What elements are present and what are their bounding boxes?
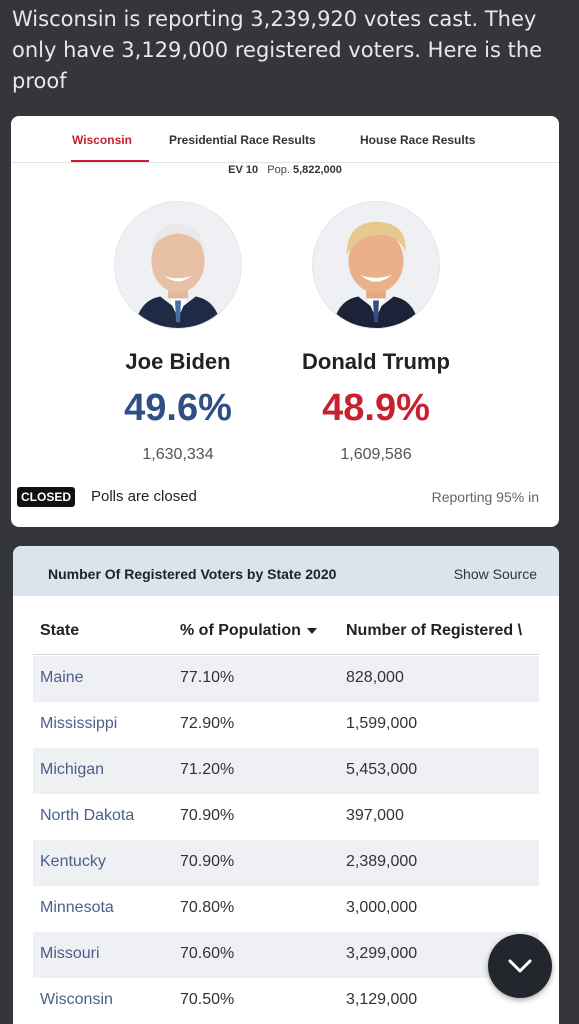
percent-cell: 71.20%	[180, 761, 235, 778]
registered-cell: 828,000	[346, 669, 404, 686]
sort-desc-icon	[306, 627, 317, 634]
table-row: Missouri 70.60% 3,299,000	[33, 932, 539, 978]
population-value: 5,822,000	[292, 164, 342, 176]
registered-cell: 3,000,000	[346, 899, 418, 916]
state-cell: Wisconsin	[40, 991, 113, 1008]
state-cell: Missouri	[40, 945, 100, 962]
tabs-divider	[11, 162, 559, 163]
chevron-down-icon	[508, 959, 532, 973]
population-label: Pop.	[267, 164, 290, 176]
state-cell: Mississippi	[40, 715, 118, 732]
trump-percent: 48.9%	[322, 387, 430, 429]
registered-cell: 2,389,000	[346, 853, 418, 870]
biden-avatar	[114, 201, 242, 329]
percent-cell: 70.60%	[180, 945, 235, 962]
table-row: Mississippi 72.90% 1,599,000	[33, 702, 539, 748]
active-tab-indicator	[71, 160, 149, 162]
trump-name: Donald Trump	[302, 349, 450, 374]
percent-cell: 70.50%	[180, 991, 235, 1008]
show-source-link[interactable]: Show Source	[453, 566, 537, 582]
column-header-state[interactable]: State	[40, 622, 80, 639]
status-badge: CLOSED	[17, 487, 76, 507]
table-row: Michigan 71.20% 5,453,000	[33, 748, 539, 794]
card-title: Number Of Registered Voters by State 202…	[48, 566, 337, 582]
biden-name: Joe Biden	[125, 349, 231, 374]
biden-percent: 49.6%	[124, 387, 232, 429]
registered-cell: 397,000	[346, 807, 404, 824]
state-cell: Minnesota	[40, 899, 114, 916]
state-cell: North Dakota	[40, 807, 135, 824]
state-cell: Kentucky	[40, 853, 106, 870]
registered-cell: 3,129,000	[346, 991, 418, 1008]
column-header-percent[interactable]: % of Population	[180, 622, 317, 640]
table-row: Kentucky 70.90% 2,389,000	[33, 840, 539, 886]
percent-cell: 70.80%	[180, 899, 235, 916]
biden-votes: 1,630,334	[142, 446, 214, 463]
column-header-percent-label: % of Population	[180, 622, 301, 639]
trump-votes: 1,609,586	[340, 446, 412, 463]
reporting-percentage: Reporting 95% in	[431, 489, 539, 505]
percent-cell: 72.90%	[180, 715, 235, 732]
header-divider	[33, 654, 539, 655]
state-cell: Maine	[40, 669, 84, 686]
registered-cell: 3,299,000	[346, 945, 418, 962]
registered-cell: 1,599,000	[346, 715, 418, 732]
scroll-down-button[interactable]	[488, 934, 552, 998]
column-header-registered[interactable]: Number of Registered \	[346, 622, 523, 639]
post-text: Wisconsin is reporting 3,239,920 votes c…	[12, 7, 543, 93]
state-cell: Michigan	[40, 761, 105, 778]
state-info: EV 10 Pop. 5,822,000	[11, 164, 559, 176]
card-header: Number Of Registered Voters by State 202…	[13, 546, 559, 596]
percent-cell: 77.10%	[180, 669, 235, 686]
registered-voters-card: Number Of Registered Voters by State 202…	[13, 546, 559, 1024]
percent-cell: 70.90%	[180, 807, 235, 824]
polls-status-text: Polls are closed	[91, 488, 197, 505]
tab-presidential-race-results[interactable]: Presidential Race Results	[169, 133, 316, 147]
table-row: Maine 77.10% 828,000	[33, 656, 539, 702]
percent-cell: 70.90%	[180, 853, 235, 870]
registered-cell: 5,453,000	[346, 761, 418, 778]
electoral-votes: EV 10	[228, 164, 259, 176]
tab-wisconsin[interactable]: Wisconsin	[72, 133, 132, 147]
table-row: North Dakota 70.90% 397,000	[33, 794, 539, 840]
tab-house-race-results[interactable]: House Race Results	[360, 133, 476, 147]
trump-avatar	[312, 201, 440, 329]
table-row: Minnesota 70.80% 3,000,000	[33, 886, 539, 932]
table-row: Wisconsin 70.50% 3,129,000	[33, 978, 539, 1024]
results-tabs: Wisconsin Presidential Race Results Hous…	[11, 116, 559, 162]
election-results-card: Wisconsin Presidential Race Results Hous…	[11, 116, 559, 527]
